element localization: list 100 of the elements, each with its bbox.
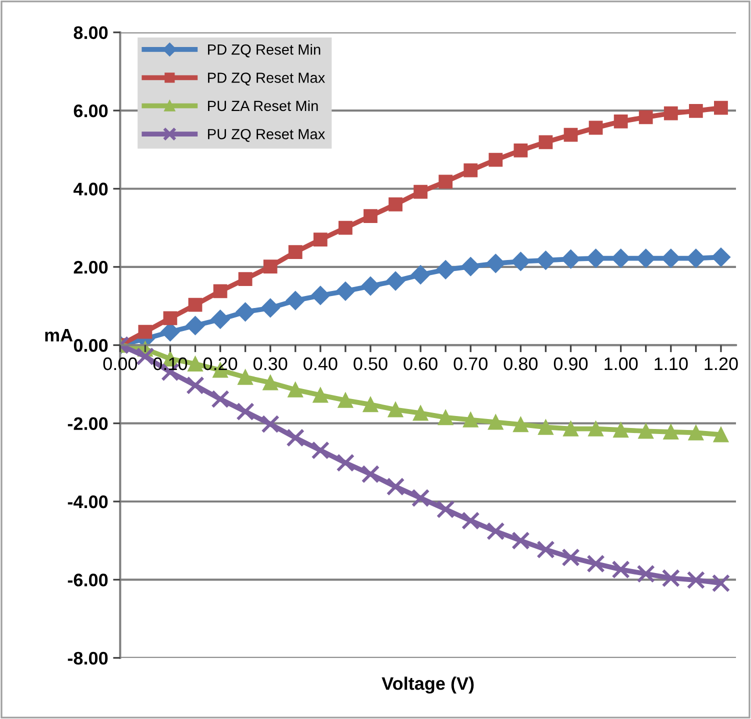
legend-label: PD ZQ Reset Min xyxy=(208,44,320,58)
point xyxy=(288,245,302,260)
legend-label: PD ZQ Reset Max xyxy=(208,72,326,86)
x-tick-label: 0.50 xyxy=(354,357,388,370)
y-tick-label: 0.00 xyxy=(74,339,108,352)
point xyxy=(262,375,278,390)
point xyxy=(664,106,678,120)
point xyxy=(188,298,202,312)
point xyxy=(338,220,352,235)
point xyxy=(536,250,556,270)
y-tick-label: -6.00 xyxy=(68,574,108,586)
point xyxy=(364,209,378,224)
point xyxy=(713,427,729,442)
point xyxy=(461,257,480,276)
point xyxy=(312,388,328,403)
point xyxy=(360,276,380,296)
point xyxy=(186,316,205,336)
point xyxy=(414,184,428,199)
y-tick-label: -8.00 xyxy=(68,652,108,665)
legend-label: PU ZA Reset Min xyxy=(208,100,318,112)
y-axis-title: mA xyxy=(45,328,73,342)
point xyxy=(488,152,503,167)
point xyxy=(562,548,580,567)
point xyxy=(662,568,680,588)
point xyxy=(486,522,505,540)
point xyxy=(511,252,530,271)
point xyxy=(512,531,530,550)
x-tick-label: 0.00 xyxy=(103,357,138,370)
point xyxy=(611,248,630,268)
y-tick-label: 4.00 xyxy=(73,182,108,196)
point xyxy=(163,311,178,326)
point xyxy=(188,356,203,372)
x-tick-label: 0.70 xyxy=(454,357,488,370)
point xyxy=(712,574,730,592)
point xyxy=(438,410,454,426)
legend-label: PU ZQ Reset Max xyxy=(208,128,326,142)
x-tick-label: 0.90 xyxy=(554,357,588,370)
point xyxy=(361,464,380,484)
point xyxy=(461,511,480,530)
point xyxy=(260,298,280,318)
point xyxy=(486,254,506,273)
point xyxy=(462,412,478,428)
x-tick-label: 1.10 xyxy=(654,357,688,370)
y-tick-label: -4.00 xyxy=(68,495,108,508)
point xyxy=(563,421,578,436)
point xyxy=(261,414,280,434)
point xyxy=(636,564,656,583)
point xyxy=(436,500,455,518)
point xyxy=(286,428,305,447)
point xyxy=(288,382,304,398)
point xyxy=(336,454,355,472)
point xyxy=(338,392,354,408)
x-tick-label: 0.20 xyxy=(203,357,238,370)
point xyxy=(686,248,706,268)
x-tick-label: 1.00 xyxy=(604,357,638,370)
point xyxy=(564,128,578,142)
point xyxy=(336,282,355,301)
point xyxy=(588,421,604,436)
x-tick-label: 0.80 xyxy=(504,357,538,370)
point xyxy=(238,370,253,385)
point xyxy=(138,324,152,339)
point xyxy=(386,271,406,291)
point xyxy=(136,347,154,366)
point xyxy=(412,406,428,421)
point xyxy=(663,424,679,440)
point xyxy=(638,423,654,439)
point xyxy=(411,488,430,508)
point xyxy=(464,163,478,178)
y-tick-label: 2.00 xyxy=(74,260,108,274)
point xyxy=(638,110,653,124)
point xyxy=(538,420,554,435)
point xyxy=(688,425,704,440)
point xyxy=(286,291,305,310)
point xyxy=(686,570,706,590)
point xyxy=(310,286,330,305)
point xyxy=(186,376,204,395)
y-tick-label: 8.00 xyxy=(74,26,108,40)
point xyxy=(711,248,730,267)
y-tick-label: 6.00 xyxy=(74,104,108,118)
point xyxy=(436,260,456,280)
point xyxy=(513,416,528,432)
point xyxy=(714,100,728,115)
x-tick-label: 0.30 xyxy=(253,357,288,370)
point xyxy=(238,272,252,286)
point xyxy=(362,396,378,412)
point xyxy=(612,560,630,579)
point xyxy=(561,250,580,269)
point xyxy=(438,174,453,189)
point xyxy=(538,135,553,150)
point xyxy=(213,284,228,298)
point xyxy=(236,302,255,322)
point xyxy=(586,554,605,573)
x-tick-label: 0.60 xyxy=(404,357,438,370)
y-tick-label: -2.00 xyxy=(68,417,108,430)
x-tick-label: 0.40 xyxy=(304,357,338,370)
point xyxy=(636,248,656,268)
point xyxy=(211,390,230,408)
point xyxy=(311,441,330,460)
x-tick-label: 1.20 xyxy=(704,357,738,370)
point xyxy=(313,232,328,247)
